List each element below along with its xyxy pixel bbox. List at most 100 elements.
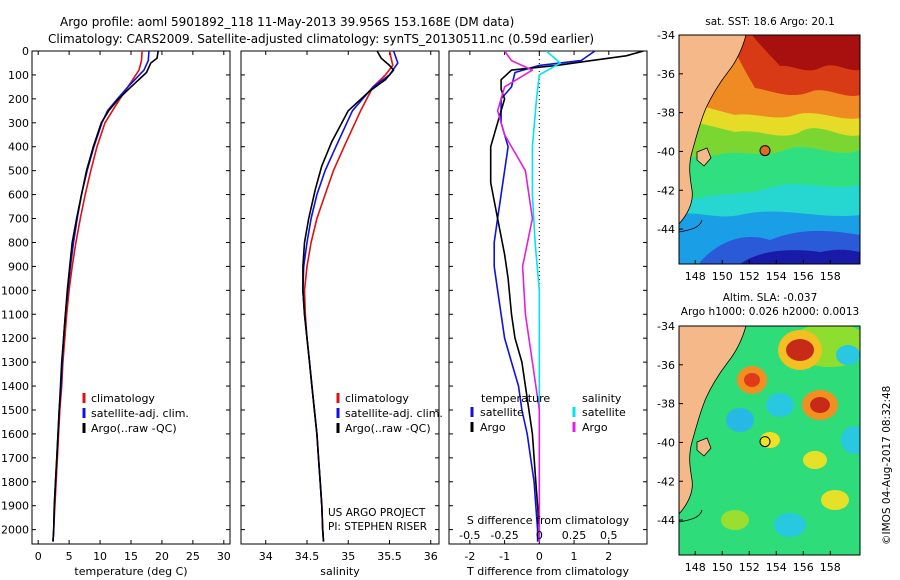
depth-tick-label: 800 (8, 236, 29, 249)
x-tick-label: 0 (35, 550, 42, 563)
lat-tick-label: -34 (657, 320, 675, 333)
series-line-argo-raw-qc- (52, 51, 159, 542)
depth-axis-ticks: 0 100 200 300 400 500 600 700 800 900 1000 1100 1200… (1, 45, 230, 537)
salinity-axis-ticks: 34 34.5 35 35.5 36 (259, 51, 438, 563)
s-tick-label: -0.5 (459, 529, 480, 542)
x-tick-label: 30 (217, 550, 231, 563)
depth-tick-label: 200 (8, 93, 29, 106)
depth-tick-label: 0 (22, 45, 29, 58)
s-difference-ticks: -0.5 -0.25 0 0.25 0.5 (459, 529, 617, 542)
x-tick-label: 1 (571, 550, 578, 563)
x-tick-label: 20 (155, 550, 169, 563)
lon-tick-label: 150 (712, 270, 733, 283)
depth-tick-label: 300 (8, 117, 29, 130)
lon-tick-label: 156 (793, 561, 814, 574)
salinity-panel: 34 34.5 35 35.5 36 salinity climatology satel… (240, 50, 443, 578)
x-tick-label: 5 (66, 550, 73, 563)
legend-label: satellite (582, 406, 626, 419)
temperature-axes-frame (31, 50, 231, 545)
legend-label: Argo(..raw -QC) (345, 422, 431, 435)
x-tick-label: 15 (124, 550, 138, 563)
x-tick-label: 10 (93, 550, 107, 563)
depth-tick-label: 1100 (1, 308, 29, 321)
x-tick-label: 35 (341, 550, 355, 563)
x-tick-label: 34 (259, 550, 273, 563)
depth-tick-label: 1300 (1, 356, 29, 369)
sla-map-ticks: 148 150 152 154 156 158 -34 -36 -38 -40 -42 -44 (657, 320, 841, 574)
lat-tick-label: -34 (657, 29, 675, 42)
difference-axis-ticks: -2 -1 0 1 2 (464, 51, 612, 563)
salinity-axes-frame (240, 50, 440, 545)
s-tick-label: 0.5 (600, 529, 618, 542)
temperature-xlabel: temperature (deg C) (74, 565, 187, 578)
difference-axes-frame (448, 50, 648, 545)
sla-map-panel: Altim. SLA: -0.037 Argo h1000: 0.026 h20… (657, 292, 861, 574)
argo-position-marker-sla (759, 436, 771, 448)
legend-label: climatology (345, 392, 409, 405)
depth-tick-label: 1900 (1, 500, 29, 513)
series-line-argo-raw-qc- (302, 51, 395, 542)
lon-tick-label: 154 (766, 270, 787, 283)
pi-text: PI: STEPHEN RISER (328, 521, 427, 533)
depth-tick-label: 600 (8, 189, 29, 202)
lat-tick-label: -36 (657, 68, 675, 81)
sla-map-title-line1: Altim. SLA: -0.037 (723, 292, 818, 304)
sla-map-field (679, 326, 860, 555)
x-tick-label: 35.5 (377, 550, 402, 563)
argo-position-marker (759, 145, 771, 157)
temperature-legend: climatology satellite-adj. clim. Argo(..ra… (82, 392, 189, 435)
series-line-salinity-argo (496, 51, 541, 542)
salinity-depth-ticks (241, 50, 439, 531)
difference-legend: temperature salinitysatelliteArgosatellit… (470, 392, 626, 434)
credit-text: US ARGO PROJECT (328, 507, 426, 519)
difference-xlabel: T difference from climatology (466, 565, 629, 578)
temperature-axis-ticks: 0 5 10 15 20 25 30 (35, 51, 231, 563)
lon-tick-label: 148 (685, 270, 706, 283)
difference-panel: -2 -1 0 1 2 T difference from climatology S … (448, 50, 648, 578)
depth-tick-label: 2000 (1, 524, 29, 537)
difference-depth-ticks (449, 50, 647, 531)
x-tick-label: 2 (605, 550, 612, 563)
temperature-panel: 0100200300400500600700800900100011001200… (1, 45, 231, 578)
lat-tick-label: -44 (657, 223, 675, 236)
s-tick-label: 0.25 (562, 529, 587, 542)
legend-label: Argo (480, 421, 506, 434)
lon-tick-label: 148 (685, 561, 706, 574)
salinity-xlabel: salinity (320, 565, 360, 578)
depth-tick-label: 700 (8, 213, 29, 226)
lon-tick-label: 158 (820, 561, 841, 574)
lat-tick-label: -38 (657, 398, 675, 411)
legend-label: satellite (480, 406, 524, 419)
sst-map-field (679, 35, 860, 264)
temperature-lines (52, 51, 159, 542)
lat-tick-label: -40 (657, 145, 675, 158)
lon-tick-label: 154 (766, 561, 787, 574)
depth-tick-label: 1800 (1, 476, 29, 489)
sla-map-frame (678, 325, 861, 556)
figure-title-line1: Argo profile: aoml 5901892_118 11-May-20… (60, 15, 514, 29)
legend-label: satellite-adj. clim. (91, 407, 189, 420)
difference-lines (489, 51, 644, 542)
x-tick-label: 36 (424, 550, 438, 563)
sst-map-frame (678, 34, 861, 265)
x-tick-label: 0 (536, 550, 543, 563)
lon-tick-label: 152 (739, 561, 760, 574)
depth-tick-label: 900 (8, 260, 29, 273)
lon-tick-label: 158 (820, 270, 841, 283)
depth-tick-label: 1200 (1, 332, 29, 345)
series-line-temperature-satellite (493, 51, 596, 542)
lon-tick-label: 152 (739, 270, 760, 283)
depth-tick-label: 1700 (1, 452, 29, 465)
legend-title-salinity: salinity (582, 392, 622, 405)
footer-timestamp: ©IMOS 04-Aug-2017 08:32:48 (881, 386, 893, 545)
lat-tick-label: -36 (657, 359, 675, 372)
s-difference-label: S difference from climatology (467, 514, 630, 527)
legend-label: Argo(..raw -QC) (91, 422, 177, 435)
legend-label: climatology (91, 392, 155, 405)
x-tick-label: 25 (186, 550, 200, 563)
depth-tick-label: 500 (8, 165, 29, 178)
s-tick-label: 0 (536, 529, 543, 542)
sst-map-title: sat. SST: 18.6 Argo: 20.1 (705, 16, 835, 28)
depth-tick-label: 400 (8, 141, 29, 154)
